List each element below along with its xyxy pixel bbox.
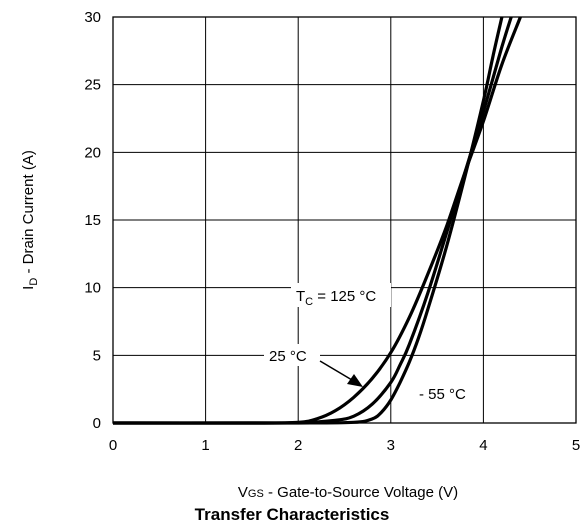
y-tick-label: 30 — [84, 9, 101, 26]
y-tick-label: 15 — [84, 212, 101, 229]
grid — [113, 17, 576, 423]
y-axis-title-rest: - Drain Current (A) — [20, 150, 37, 278]
x-tick-label: 0 — [109, 437, 117, 454]
x-axis-title: VGS - Gate-to-Source Voltage (V) — [238, 484, 458, 501]
annotation-tm55-bg — [414, 382, 480, 404]
y-tick-label: 25 — [84, 77, 101, 94]
y-tick-label: 10 — [84, 280, 101, 297]
y-axis-title-main: I — [20, 286, 37, 290]
annotation-t125-bg — [291, 283, 391, 307]
annotation-t25-arrow-line — [319, 360, 353, 381]
tick-labels: 0 1 2 3 4 5 0 5 10 15 20 25 30 — [84, 9, 580, 454]
annotation-t25-arrowhead — [347, 374, 363, 387]
annotation-t125: TC = 125 °C — [296, 288, 376, 308]
x-axis-title-main: V — [238, 484, 248, 501]
x-axis-title-sub: GS — [248, 488, 264, 500]
series-line-minus55c — [113, 16, 504, 425]
x-tick-label: 5 — [572, 437, 580, 454]
y-axis-title-sub: D — [28, 278, 40, 286]
y-tick-label: 0 — [93, 415, 101, 432]
y-axis-title: ID - Drain Current (A) — [20, 150, 40, 290]
x-tick-label: 1 — [201, 437, 209, 454]
x-tick-label: 3 — [387, 437, 395, 454]
annotation-t25: 25 °C — [269, 348, 307, 365]
annotation-t125-sub: C — [305, 296, 313, 308]
annotation-tm55: - 55 °C — [419, 386, 466, 403]
x-axis-title-rest: - Gate-to-Source Voltage (V) — [264, 484, 458, 501]
series-group — [113, 16, 522, 425]
annotation-t125-rest: = 125 °C — [313, 288, 376, 305]
y-tick-label: 5 — [93, 347, 101, 364]
x-tick-label: 2 — [294, 437, 302, 454]
annotation-t125-main: T — [296, 288, 305, 305]
x-tick-label: 4 — [479, 437, 487, 454]
annotation-t25-bg — [264, 344, 320, 366]
chart-caption: Transfer Characteristics — [194, 505, 390, 524]
y-tick-label: 20 — [84, 144, 101, 161]
